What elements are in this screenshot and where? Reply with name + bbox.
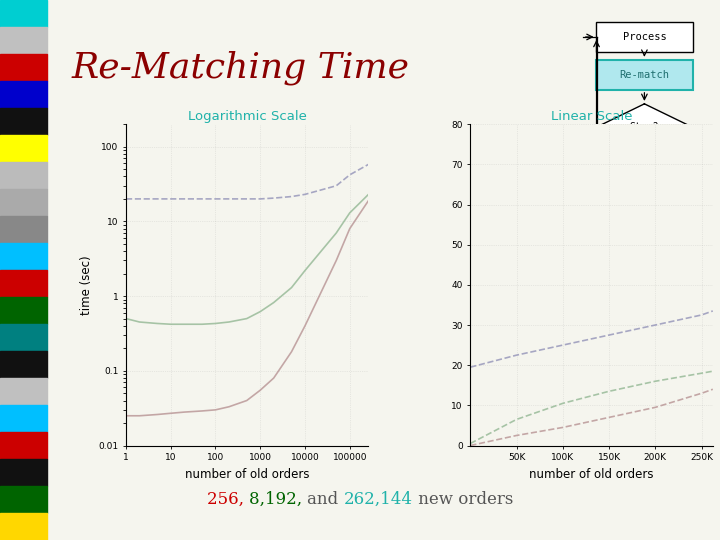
Bar: [0, 324, 47, 351]
Text: 262,144: 262,144: [344, 491, 413, 508]
Text: Stop?: Stop?: [630, 122, 659, 132]
Bar: [0, 459, 47, 486]
Bar: [0, 54, 47, 81]
Bar: [0, 270, 47, 297]
X-axis label: number of old orders: number of old orders: [529, 468, 654, 481]
FancyBboxPatch shape: [596, 22, 693, 52]
Title: Linear Scale: Linear Scale: [551, 110, 632, 123]
Text: new orders: new orders: [413, 491, 513, 508]
Bar: [0, 108, 47, 135]
Bar: [0, 162, 47, 189]
Bar: [0, 378, 47, 405]
FancyBboxPatch shape: [596, 60, 693, 91]
Bar: [0, 27, 47, 54]
Bar: [0, 432, 47, 459]
Text: 8,192,: 8,192,: [249, 491, 307, 508]
Bar: [0, 405, 47, 432]
Bar: [0, 297, 47, 324]
Text: Process: Process: [623, 32, 666, 42]
Bar: [0, 486, 47, 513]
Title: Logarithmic Scale: Logarithmic Scale: [188, 110, 307, 123]
Bar: [0, 351, 47, 378]
Polygon shape: [596, 104, 693, 150]
Text: Re-Matching Time: Re-Matching Time: [72, 50, 410, 85]
Text: 256,: 256,: [207, 491, 249, 508]
Bar: [0, 0, 47, 27]
Bar: [0, 513, 47, 540]
Bar: [0, 189, 47, 216]
Bar: [0, 216, 47, 243]
Bar: [0, 135, 47, 162]
Text: Re-match: Re-match: [619, 70, 670, 80]
Text: and: and: [307, 491, 344, 508]
X-axis label: number of old orders: number of old orders: [185, 468, 310, 481]
Y-axis label: time (sec): time (sec): [80, 255, 93, 315]
Bar: [0, 81, 47, 108]
Bar: [0, 243, 47, 270]
